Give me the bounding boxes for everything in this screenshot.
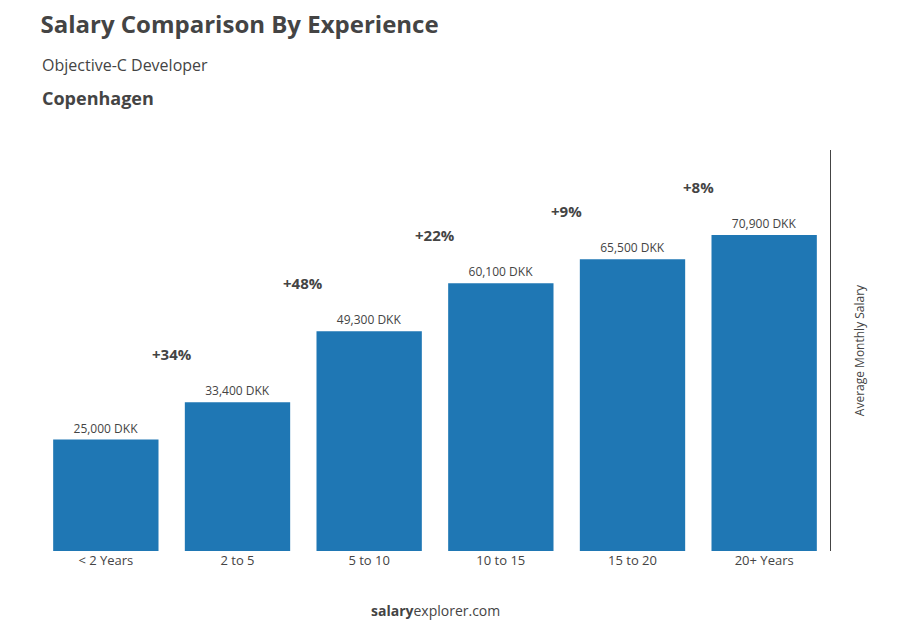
svg-text:salaryexplorer.com: salaryexplorer.com bbox=[371, 601, 500, 620]
svg-text:+48%: +48% bbox=[283, 273, 323, 293]
svg-text:25,000 DKK: 25,000 DKK bbox=[74, 420, 139, 437]
svg-text:65,500 DKK: 65,500 DKK bbox=[600, 239, 665, 256]
svg-text:Average Monthly Salary: Average Monthly Salary bbox=[851, 284, 868, 416]
svg-text:20+ Years: 20+ Years bbox=[735, 551, 794, 569]
svg-text:+22%: +22% bbox=[415, 225, 455, 245]
svg-text:5 to 10: 5 to 10 bbox=[348, 551, 390, 569]
svg-text:33,400 DKK: 33,400 DKK bbox=[205, 382, 270, 399]
svg-text:70,900 DKK: 70,900 DKK bbox=[732, 215, 797, 232]
svg-text:49,300 DKK: 49,300 DKK bbox=[337, 311, 402, 328]
svg-text:10 to 15: 10 to 15 bbox=[476, 551, 525, 569]
svg-text:Copenhagen: Copenhagen bbox=[42, 86, 154, 110]
svg-text:2 to 5: 2 to 5 bbox=[220, 551, 254, 569]
svg-text:Objective-C Developer: Objective-C Developer bbox=[42, 54, 208, 76]
svg-text:< 2 Years: < 2 Years bbox=[78, 551, 133, 569]
svg-text:60,100 DKK: 60,100 DKK bbox=[469, 263, 534, 280]
svg-text:Salary Comparison By Experienc: Salary Comparison By Experience bbox=[41, 7, 439, 40]
svg-text:15 to 20: 15 to 20 bbox=[608, 551, 657, 569]
svg-text:+8%: +8% bbox=[683, 177, 714, 197]
svg-text:+34%: +34% bbox=[152, 344, 192, 364]
svg-text:+9%: +9% bbox=[551, 201, 582, 221]
